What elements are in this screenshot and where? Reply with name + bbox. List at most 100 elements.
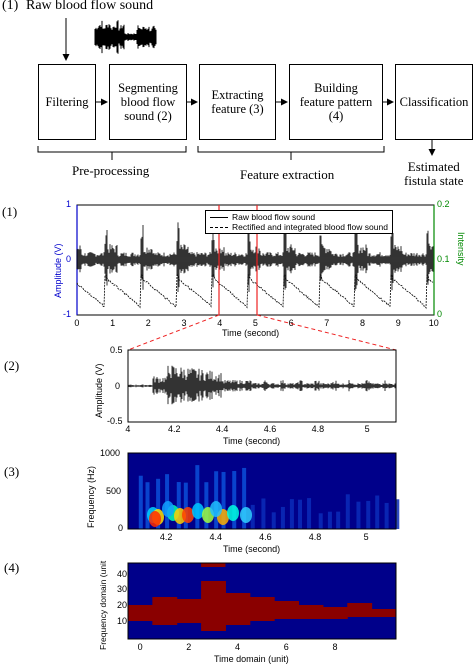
p3-xticks-tick: 4.2 <box>159 532 173 542</box>
p1-left-tick-m1: -1 <box>63 309 72 319</box>
p3-ytick-500: 500 <box>106 486 122 496</box>
p2-ytick-05: 0.5 <box>110 345 123 355</box>
p4-xticks-tick: 2 <box>186 642 192 652</box>
p2-xlabel: Time (second) <box>223 436 281 446</box>
p1-left-tick-1: 1 <box>66 199 72 209</box>
p3-energy-blob <box>192 503 204 519</box>
box-classification: Classification <box>395 64 473 140</box>
p3-column <box>336 511 341 529</box>
group-feature-extraction: Feature extraction <box>240 167 335 182</box>
p3-energy-blob <box>240 507 252 523</box>
p4-xticks-tick: 0 <box>137 642 143 652</box>
legend-entry-rectified: Rectified and integrated blood flow soun… <box>210 222 388 232</box>
panel3-scalogram <box>127 452 400 530</box>
p1-xticks-tick: 1 <box>110 318 116 328</box>
p3-column <box>345 494 350 529</box>
p3-xticks-tick: 4.8 <box>308 532 322 542</box>
p2-xticks-tick: 4.6 <box>263 424 277 434</box>
p3-column <box>327 511 332 529</box>
p3-energy-blob <box>162 501 174 517</box>
p1-xticks-tick: 3 <box>181 318 187 328</box>
p3-energy-blob <box>227 505 239 521</box>
panel3-section-label: (3) <box>4 464 20 479</box>
p4-feature-band <box>176 599 202 623</box>
p3-energy-blob <box>210 501 222 517</box>
p3-column <box>250 504 255 529</box>
p1-right-tick-02: 0.2 <box>437 199 450 209</box>
p1-xticks-tick: 4 <box>217 318 223 328</box>
p3-column <box>214 471 219 529</box>
p4-xticks-tick: 8 <box>332 642 338 652</box>
panel4-feature-pattern <box>127 562 397 640</box>
p4-feature-band <box>347 603 373 617</box>
p3-column <box>156 478 161 529</box>
p3-column <box>307 498 312 529</box>
p3-ytick-0: 0 <box>118 523 124 533</box>
p4-ylabel: Frequency domain (unit <box>98 560 108 650</box>
p4-ytick-30: 30 <box>117 584 128 594</box>
flow-arrows <box>37 18 436 160</box>
p3-column <box>183 482 188 529</box>
p1-xticks-tick: 9 <box>395 318 401 328</box>
p1-legend: Raw blood flow sound Rectified and integ… <box>205 210 393 234</box>
p4-ytick-10: 10 <box>117 616 128 626</box>
p1-right-tick-0: 0 <box>437 309 443 319</box>
p3-column <box>195 465 200 529</box>
p3-column <box>318 513 323 529</box>
p3-column <box>298 499 303 529</box>
p3-xlabel: Time (second) <box>223 544 281 554</box>
p4-feature-band <box>371 609 397 617</box>
p1-xlabel: Time (second) <box>222 328 280 338</box>
p4-feature-band <box>128 605 153 621</box>
group-preprocessing: Pre-processing <box>72 163 150 178</box>
p3-column <box>242 467 247 529</box>
p1-xticks-tick: 10 <box>428 318 439 328</box>
p4-feature-band <box>225 593 251 625</box>
input-label: Raw blood flow sound <box>26 0 154 13</box>
p2-segment-signal <box>127 365 396 405</box>
p3-column <box>384 502 389 529</box>
p4-frame <box>127 562 397 640</box>
p3-energy-blob <box>149 511 161 527</box>
p4-feature-band <box>152 597 178 625</box>
p3-ylabel: Frequency (Hz) <box>86 465 96 528</box>
p3-column <box>145 482 150 529</box>
p3-column <box>375 495 380 529</box>
p3-column <box>289 499 294 529</box>
p3-column <box>221 471 226 529</box>
waveform-icon-path <box>94 20 157 54</box>
p3-column <box>232 471 237 529</box>
legend-entry-raw: Raw blood flow sound <box>210 212 388 222</box>
p1-xticks-tick: 8 <box>360 318 366 328</box>
p2-xticks-tick: 4.2 <box>168 424 181 434</box>
panel2-plot <box>127 349 397 423</box>
panel4-section-label: (4) <box>4 560 20 575</box>
p2-xticks-tick: 4.4 <box>215 424 229 434</box>
p1-xticks-tick: 2 <box>145 318 151 328</box>
p1-right-tick-01: 0.1 <box>437 254 450 264</box>
legend-raw-label: Raw blood flow sound <box>232 212 316 222</box>
p1-xticks-tick: 5 <box>252 318 258 328</box>
p3-column <box>204 482 209 529</box>
p3-xticks-tick: 5 <box>363 532 369 542</box>
p1-rectified-signal <box>76 274 434 310</box>
p1-xticks-tick: 7 <box>324 318 330 328</box>
output-label: Estimated fistula state <box>404 159 464 189</box>
box-filtering: Filtering <box>38 64 96 140</box>
p3-column <box>176 482 181 529</box>
waveform-icon <box>94 20 157 54</box>
p2-xticks-tick: 4 <box>125 424 131 434</box>
p4-ytick-40: 40 <box>117 569 128 579</box>
p4-ytick-20: 20 <box>117 600 128 610</box>
legend-rectified-swatch <box>210 226 228 228</box>
p1-left-tick-0: 0 <box>66 254 72 264</box>
p3-column <box>271 512 276 529</box>
p3-xticks-tick: 4.6 <box>259 532 272 542</box>
legend-raw-swatch <box>210 216 228 218</box>
p1-xticks-tick: 0 <box>74 318 80 328</box>
flowchart-section-label: (1) <box>2 0 19 13</box>
panel1-section-label: (1) <box>2 204 18 219</box>
p3-column <box>280 506 285 529</box>
p3-column <box>138 475 143 529</box>
